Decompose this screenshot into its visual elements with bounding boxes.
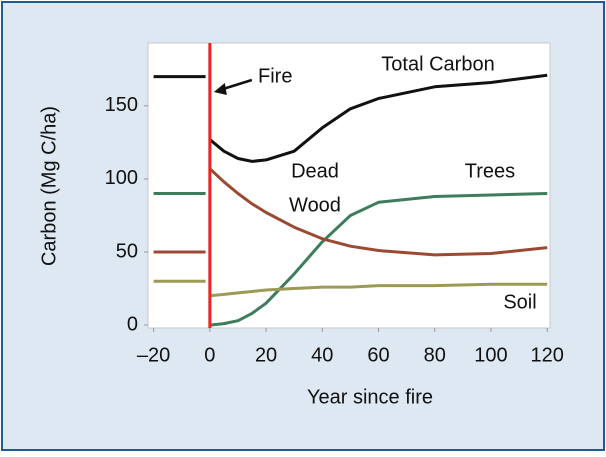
y-tick-label: 150	[105, 94, 138, 116]
annotation: Dead	[291, 160, 339, 182]
series-line	[153, 279, 548, 298]
fire-arrowhead	[213, 83, 227, 95]
x-tick-label: 60	[367, 344, 389, 366]
series-line	[153, 73, 548, 163]
y-tick-label: 0	[127, 313, 138, 335]
annotation: Fire	[258, 65, 292, 87]
series-line	[153, 167, 548, 257]
plot-area	[147, 42, 551, 329]
x-tick-label: 0	[204, 344, 215, 366]
x-tick-label: 120	[531, 344, 564, 366]
annotation: Wood	[289, 194, 341, 216]
y-tick-label: 100	[105, 167, 138, 189]
series-line	[153, 192, 548, 327]
y-tick-label: 50	[116, 240, 138, 262]
x-tick-label: 20	[255, 344, 277, 366]
annotation: Total Carbon	[381, 53, 494, 75]
x-tick-label: –20	[137, 344, 170, 366]
x-tick-label: 80	[424, 344, 446, 366]
x-tick-label: 100	[474, 344, 507, 366]
x-tick-label: 40	[311, 344, 333, 366]
annotation: Trees	[465, 160, 515, 182]
x-axis-label: Year since fire	[307, 386, 433, 408]
annotation: Soil	[503, 291, 536, 313]
y-axis-label: Carbon (Mg C/ha)	[38, 106, 60, 266]
